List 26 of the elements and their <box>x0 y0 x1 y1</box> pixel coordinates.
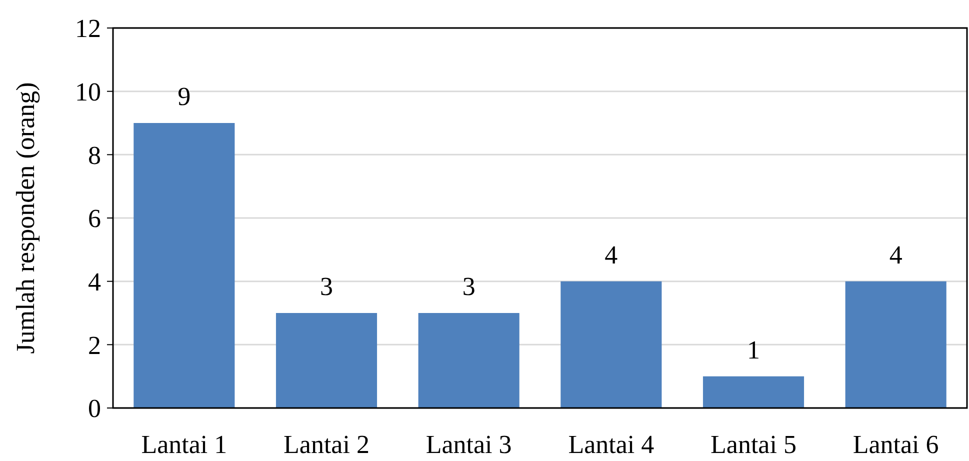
x-tick-label: Lantai 2 <box>284 430 370 459</box>
y-tick-label: 6 <box>88 204 101 234</box>
bar <box>845 281 946 408</box>
x-tick-label: Lantai 4 <box>568 430 654 459</box>
data-label: 1 <box>747 335 760 364</box>
bar <box>134 123 235 408</box>
y-tick-label: 0 <box>88 394 101 424</box>
data-label: 9 <box>178 82 191 111</box>
y-tick-label: 10 <box>75 77 101 106</box>
x-tick-label: Lantai 3 <box>426 430 512 459</box>
bar <box>276 313 378 408</box>
x-tick-label: Lantai 1 <box>141 430 228 459</box>
y-tick-label: 12 <box>75 14 101 44</box>
y-axis-title: Jumlah responden (orang) <box>11 82 40 354</box>
data-label: 4 <box>889 240 902 270</box>
x-tick-label: Lantai 5 <box>710 430 796 459</box>
bar <box>418 313 520 408</box>
x-tick-label: Lantai 6 <box>852 430 939 459</box>
data-label: 4 <box>604 240 618 270</box>
bar <box>560 281 662 408</box>
data-label: 3 <box>462 272 476 301</box>
y-tick-label: 2 <box>88 330 101 360</box>
y-tick-label: 8 <box>88 140 101 170</box>
data-label: 3 <box>320 272 333 301</box>
bar <box>702 376 804 408</box>
y-tick-label: 4 <box>88 267 101 296</box>
